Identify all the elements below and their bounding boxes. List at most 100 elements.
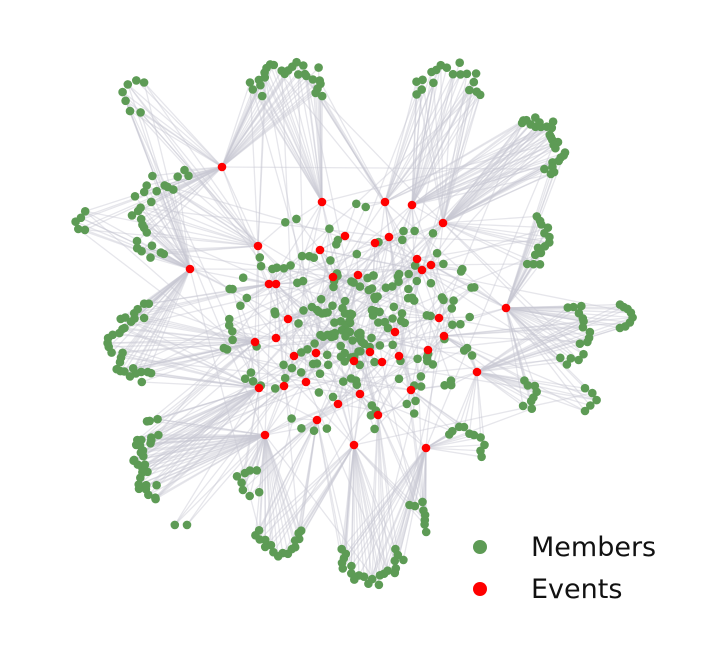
edge (411, 81, 418, 206)
edge (287, 306, 313, 320)
event-node (185, 264, 195, 274)
event-node (501, 303, 511, 313)
edge (138, 210, 259, 247)
edge (146, 166, 223, 233)
edge (411, 161, 553, 206)
member-node (232, 472, 242, 481)
edge (146, 184, 259, 247)
member-node (297, 251, 307, 261)
edge (145, 434, 266, 490)
edge (421, 269, 568, 366)
member-node (305, 251, 314, 261)
member-node (578, 323, 588, 332)
edge (142, 434, 266, 474)
edge (505, 162, 554, 309)
edge (341, 444, 355, 563)
edge (133, 385, 285, 461)
edge (84, 210, 285, 387)
edge (442, 299, 445, 337)
edge (425, 317, 440, 449)
edge (411, 154, 564, 206)
member-node (475, 90, 485, 100)
edge (458, 371, 478, 428)
edge (221, 79, 260, 168)
edge (383, 447, 427, 574)
member-node (236, 301, 245, 311)
edge (221, 95, 263, 168)
member-node (356, 331, 365, 341)
edge (155, 434, 266, 500)
edge (85, 210, 259, 247)
edge (384, 81, 475, 203)
edge (294, 419, 318, 548)
edge (476, 371, 586, 389)
edge (353, 444, 426, 525)
event-node (417, 265, 427, 275)
member-node (143, 367, 153, 377)
edge (353, 444, 380, 585)
edge (430, 264, 475, 288)
edge (239, 283, 270, 307)
member-node (237, 478, 246, 488)
member-node (569, 302, 578, 312)
edge (119, 332, 412, 391)
edge (442, 222, 550, 244)
edge (259, 434, 266, 540)
legend: Members Events (464, 526, 656, 610)
edge (221, 84, 261, 168)
member-node (314, 388, 324, 397)
edge (305, 75, 379, 416)
edge (341, 447, 427, 564)
edge (143, 268, 191, 305)
member-node (129, 455, 139, 465)
member-node (374, 580, 384, 590)
edge (440, 65, 444, 224)
edge (221, 75, 307, 168)
edge (443, 326, 583, 337)
edge (430, 227, 549, 266)
member-node (245, 466, 255, 475)
member-node (364, 579, 373, 588)
member-node (255, 253, 265, 262)
edge (300, 352, 355, 446)
edge (377, 322, 400, 357)
edge (141, 166, 223, 252)
edge (151, 372, 260, 389)
member-node (256, 261, 266, 271)
member-node (429, 78, 438, 88)
edge (505, 307, 588, 343)
edge (264, 427, 302, 436)
member-node (455, 58, 465, 67)
edge (148, 283, 270, 305)
member-node (219, 343, 229, 353)
event-node (434, 313, 444, 323)
edge (156, 242, 376, 486)
edge (122, 91, 223, 168)
member-node (404, 269, 414, 279)
edge (411, 127, 553, 206)
edge (130, 268, 191, 323)
edge (264, 434, 289, 554)
edge (337, 384, 358, 405)
member-node (459, 346, 469, 355)
edge (300, 444, 355, 532)
member-node (547, 123, 557, 133)
edge (505, 307, 579, 361)
edge (371, 414, 379, 580)
member-node (280, 373, 290, 383)
edge (316, 347, 468, 421)
event-node (377, 357, 387, 367)
edge (411, 82, 435, 206)
edge (151, 434, 266, 439)
edge (337, 403, 376, 412)
event-node (394, 351, 404, 361)
edge (476, 305, 582, 373)
event-node (333, 399, 343, 409)
edge (75, 166, 223, 223)
member-node (375, 341, 385, 350)
edge (149, 204, 413, 422)
edge (151, 434, 266, 441)
edge (505, 307, 581, 345)
edge (184, 166, 223, 171)
